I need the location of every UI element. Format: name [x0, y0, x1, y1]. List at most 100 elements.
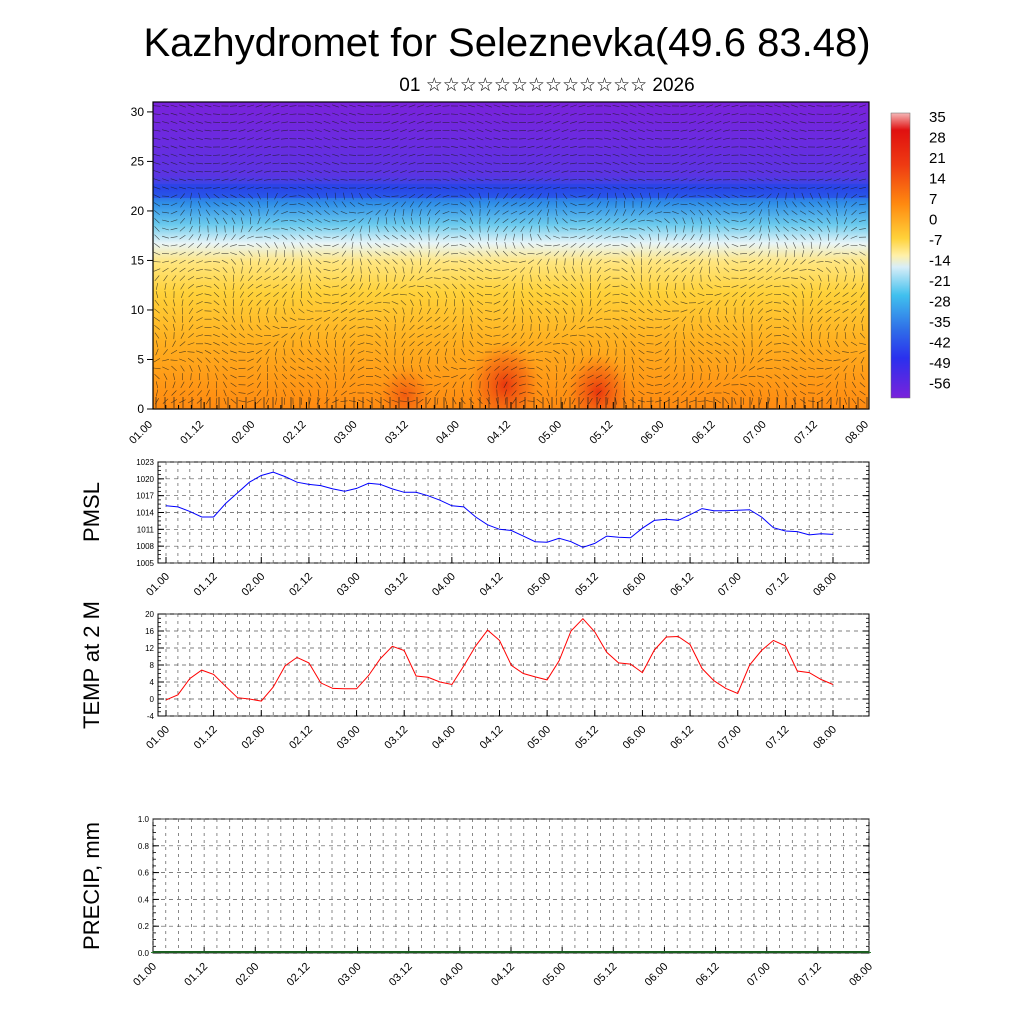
x-tick-label: 05.00	[540, 961, 568, 989]
x-tick-label: 03.00	[335, 571, 363, 599]
y-tick-label: 30	[131, 105, 145, 119]
temp-ylabel: TEMP at 2 M	[79, 601, 104, 729]
colorbar-label: -7	[929, 232, 942, 249]
x-tick-label: 07.00	[716, 724, 744, 752]
x-tick-label: 04.12	[485, 419, 513, 447]
x-tick-label: 03.00	[336, 961, 364, 989]
warm-core-1	[467, 340, 543, 409]
x-tick-label: 04.00	[438, 961, 466, 989]
colorbar-labels: 35 28 21 14 7 0 -7 -14 -21 -28 -35 -42 -49 -56	[929, 109, 951, 393]
colorbar-label: -21	[929, 273, 951, 290]
x-tick-label: 04.00	[430, 724, 458, 752]
temp-grid	[158, 613, 869, 717]
precip-ylabel: PRECIP, mm	[79, 822, 104, 950]
y-tick-label: 1008	[136, 542, 154, 551]
precip-panel: 0.0 0.2 0.4 0.6 0.8 1.0 01.00 01.12 02.00 02.12 03…	[79, 815, 875, 989]
x-tick-label: 06.00	[639, 419, 667, 447]
wind-vectors	[153, 104, 868, 408]
x-tick-label: 02.00	[239, 571, 267, 599]
chart-subtitle: 01 ☆☆☆☆☆☆☆☆☆☆☆☆☆ 2026	[399, 75, 694, 96]
x-tick-label: 05.12	[591, 961, 619, 989]
x-tick-label: 06.12	[668, 571, 696, 599]
x-tick-label: 01.12	[192, 571, 220, 599]
x-tick-label: 07.12	[764, 724, 792, 752]
y-tick-label: 20	[131, 204, 145, 218]
x-tick-label: 02.12	[287, 571, 315, 599]
colorbar-label: 28	[929, 130, 946, 147]
colorbar-label: -35	[929, 314, 951, 331]
warm-core-2	[564, 352, 632, 409]
pmsl-grid	[158, 461, 869, 564]
x-tick-label: 02.12	[287, 724, 315, 752]
x-tick-label: 03.12	[383, 419, 411, 447]
x-tick-label: 03.12	[387, 961, 415, 989]
x-tick-label: 01.12	[182, 961, 210, 989]
x-tick-label: 06.00	[621, 724, 649, 752]
wind-vector-field	[153, 104, 867, 405]
y-tick-label: 0.0	[138, 949, 150, 958]
x-tick-label: 05.12	[573, 571, 601, 599]
y-tick-label: 25	[131, 154, 145, 168]
x-tick-label: 06.12	[668, 724, 696, 752]
x-tick-label: 02.00	[233, 961, 261, 989]
x-tick-label: 02.00	[239, 724, 267, 752]
y-tick-label: 0.8	[138, 842, 150, 851]
x-tick-label: 07.00	[716, 571, 744, 599]
x-tick-label: 02.00	[229, 419, 257, 447]
y-tick-label: 1.0	[138, 815, 150, 824]
x-tick-label: 05.12	[587, 419, 615, 447]
y-tick-label: 5	[137, 352, 144, 366]
x-tick-label: 05.00	[536, 419, 564, 447]
x-tick-label: 01.00	[144, 724, 172, 752]
colorbar-ramp	[890, 112, 911, 399]
temp-series-line	[165, 617, 834, 702]
x-tick-label: 04.12	[489, 961, 517, 989]
precip-bars	[151, 951, 871, 953]
colorbar-label: -49	[929, 355, 951, 372]
chart-title: Kazhydromet for Seleznevka(49.6 83.48)	[143, 21, 870, 65]
y-tick-label: 20	[145, 610, 154, 619]
y-tick-label: 12	[145, 644, 154, 653]
x-tick-label: 06.00	[643, 961, 671, 989]
x-tick-label: 06.00	[621, 571, 649, 599]
x-tick-label: 01.12	[178, 419, 206, 447]
y-tick-label: 1005	[136, 559, 154, 568]
surface-wind-barbs	[155, 397, 868, 408]
colorbar-label: 7	[929, 191, 937, 208]
warm-core-3	[377, 365, 433, 409]
x-tick-label: 01.00	[127, 419, 155, 447]
x-tick-label: 08.00	[811, 724, 839, 752]
x-tick-label: 01.00	[144, 571, 172, 599]
x-tick-label: 07.12	[792, 419, 820, 447]
x-tick-label: 04.12	[478, 571, 506, 599]
colorbar-label: 35	[929, 109, 946, 126]
x-tick-label: 05.12	[573, 724, 601, 752]
x-tick-label: 03.12	[382, 724, 410, 752]
x-tick-label: 07.00	[745, 961, 773, 989]
y-tick-label: 8	[150, 661, 155, 670]
x-tick-label: 08.00	[847, 961, 875, 989]
cross-section-y-axis: 0 5 10 15 20 25 30	[131, 105, 153, 416]
colorbar-label: -28	[929, 294, 951, 311]
x-tick-label: 01.00	[131, 961, 159, 989]
y-tick-label: 0.2	[138, 922, 150, 931]
x-tick-label: 03.12	[382, 571, 410, 599]
precip-grid	[152, 818, 870, 954]
y-tick-label: 0.4	[138, 895, 150, 904]
x-tick-label: 05.00	[525, 571, 553, 599]
x-tick-label: 01.12	[192, 724, 220, 752]
pmsl-panel: 1005 1008 1011 1014 1017 1020 1023 01.00 01.12 02…	[79, 458, 870, 599]
y-tick-label: 1011	[137, 525, 155, 534]
x-tick-label: 06.12	[690, 419, 718, 447]
y-tick-label: 0	[150, 695, 155, 704]
x-tick-label: 05.00	[525, 724, 553, 752]
y-tick-label: 0	[137, 402, 144, 416]
y-tick-label: 4	[150, 678, 155, 687]
y-tick-label: 15	[131, 253, 145, 267]
colorbar-label: -14	[929, 253, 951, 270]
x-tick-label: 04.12	[478, 724, 506, 752]
y-tick-label: 1023	[136, 458, 154, 467]
x-tick-label: 04.00	[430, 571, 458, 599]
y-tick-label: 10	[131, 303, 145, 317]
